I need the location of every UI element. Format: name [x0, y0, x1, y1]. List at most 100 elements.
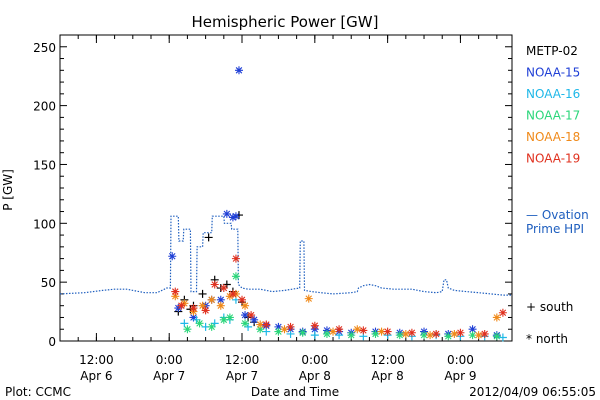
data-point-north	[216, 301, 225, 310]
data-point-north	[256, 320, 265, 329]
data-point-north	[250, 315, 259, 324]
data-point-south	[204, 233, 213, 242]
legend-entry-noaa-16: NOAA-16	[526, 87, 580, 101]
legend-entry-metp-02: METP-02	[526, 44, 578, 58]
data-point-north	[498, 308, 507, 317]
data-point-north	[231, 254, 240, 263]
data-point-north	[401, 329, 410, 338]
data-point-north	[353, 325, 362, 334]
data-point-north	[492, 332, 501, 341]
data-point-north	[228, 289, 237, 298]
data-point-north	[377, 327, 386, 336]
data-point-north	[256, 325, 265, 334]
ovation-label-line1: — Ovation	[526, 208, 589, 222]
ovation-hpi-line	[59, 215, 512, 296]
x-tick-label-time: 0:00	[447, 353, 474, 367]
data-point-north	[329, 327, 338, 336]
data-point-north	[189, 304, 198, 313]
data-point-north	[492, 313, 501, 322]
y-tick-label: 0	[48, 335, 56, 349]
data-point-north	[304, 294, 313, 303]
data-point-south	[198, 289, 207, 298]
x-tick-label-time: 0:00	[301, 353, 328, 367]
data-point-north	[222, 209, 231, 218]
data-point-north	[286, 322, 295, 331]
data-point-south	[180, 319, 189, 328]
x-tick-label-date: Apr 8	[299, 369, 331, 383]
x-tick-label-date: Apr 7	[226, 369, 258, 383]
data-point-south	[286, 329, 295, 338]
x-tick-label-time: 0:00	[156, 353, 183, 367]
data-point-north	[219, 315, 228, 324]
series-noaa-17	[183, 272, 501, 341]
data-point-north	[228, 213, 237, 222]
data-point-north	[426, 331, 435, 340]
data-point-north	[395, 331, 404, 340]
data-point-north	[198, 301, 207, 310]
data-point-north	[171, 292, 180, 301]
data-point-north	[207, 295, 216, 304]
x-tick-label-date: Apr 6	[80, 369, 112, 383]
data-point-north	[274, 322, 283, 331]
data-point-north	[234, 66, 243, 75]
y-tick-label: 150	[33, 158, 56, 172]
x-tick-label-time: 12:00	[225, 353, 260, 367]
data-point-north	[262, 320, 271, 329]
data-point-north	[241, 311, 250, 320]
legend-entry-noaa-19: NOAA-19	[526, 152, 580, 166]
legend-entry-noaa-15: NOAA-15	[526, 66, 580, 80]
data-point-north	[371, 329, 380, 338]
y-tick-label: 250	[33, 41, 56, 55]
data-point-north	[298, 328, 307, 337]
chart-title: Hemispheric Power [GW]	[192, 13, 379, 31]
data-point-north	[310, 321, 319, 330]
data-point-north	[444, 332, 453, 341]
data-point-north	[225, 313, 234, 322]
data-point-north	[241, 301, 250, 310]
data-point-north	[177, 301, 186, 310]
x-tick-label-date: Apr 9	[444, 369, 476, 383]
data-point-north	[219, 284, 228, 293]
series-noaa-19	[171, 254, 507, 338]
plot-frame	[59, 34, 513, 342]
data-point-north	[456, 328, 465, 337]
data-point-north	[280, 325, 289, 334]
series-noaa-15	[168, 66, 501, 340]
ovation-label-line2: Prime HPI	[526, 222, 584, 236]
data-point-north	[168, 252, 177, 261]
footer-left: Plot: CCMC	[5, 385, 71, 399]
data-point-north	[171, 287, 180, 296]
data-point-south	[498, 333, 507, 342]
data-point-north	[468, 331, 477, 340]
data-point-north	[359, 326, 368, 335]
data-point-north	[183, 325, 192, 334]
data-point-north	[335, 325, 344, 334]
data-point-north	[231, 272, 240, 281]
data-point-north	[432, 329, 441, 338]
data-point-north	[241, 319, 250, 328]
data-point-north	[189, 313, 198, 322]
data-point-north	[247, 311, 256, 320]
x-tick-label-date: Apr 8	[372, 369, 404, 383]
y-tick-label: 100	[33, 217, 56, 231]
x-tick-label-time: 12:00	[370, 353, 405, 367]
data-point-north	[468, 325, 477, 334]
data-point-north	[210, 280, 219, 289]
data-point-north	[231, 212, 240, 221]
x-axis-label: Date and Time	[251, 385, 339, 399]
legend-entry-noaa-17: NOAA-17	[526, 109, 580, 123]
data-point-north	[216, 295, 225, 304]
data-point-north	[207, 322, 216, 331]
y-tick-label: 50	[41, 276, 56, 290]
data-point-north	[450, 329, 459, 338]
series-noaa-18	[171, 289, 501, 340]
footer-right: 2012/04/09 06:55:05	[469, 385, 596, 399]
data-point-north	[420, 331, 429, 340]
data-point-north	[347, 331, 356, 340]
data-point-north	[322, 329, 331, 338]
data-point-north	[383, 327, 392, 336]
data-point-north	[238, 295, 247, 304]
x-tick-label-time: 12:00	[79, 353, 114, 367]
x-tick-label-date: Apr 7	[153, 369, 185, 383]
